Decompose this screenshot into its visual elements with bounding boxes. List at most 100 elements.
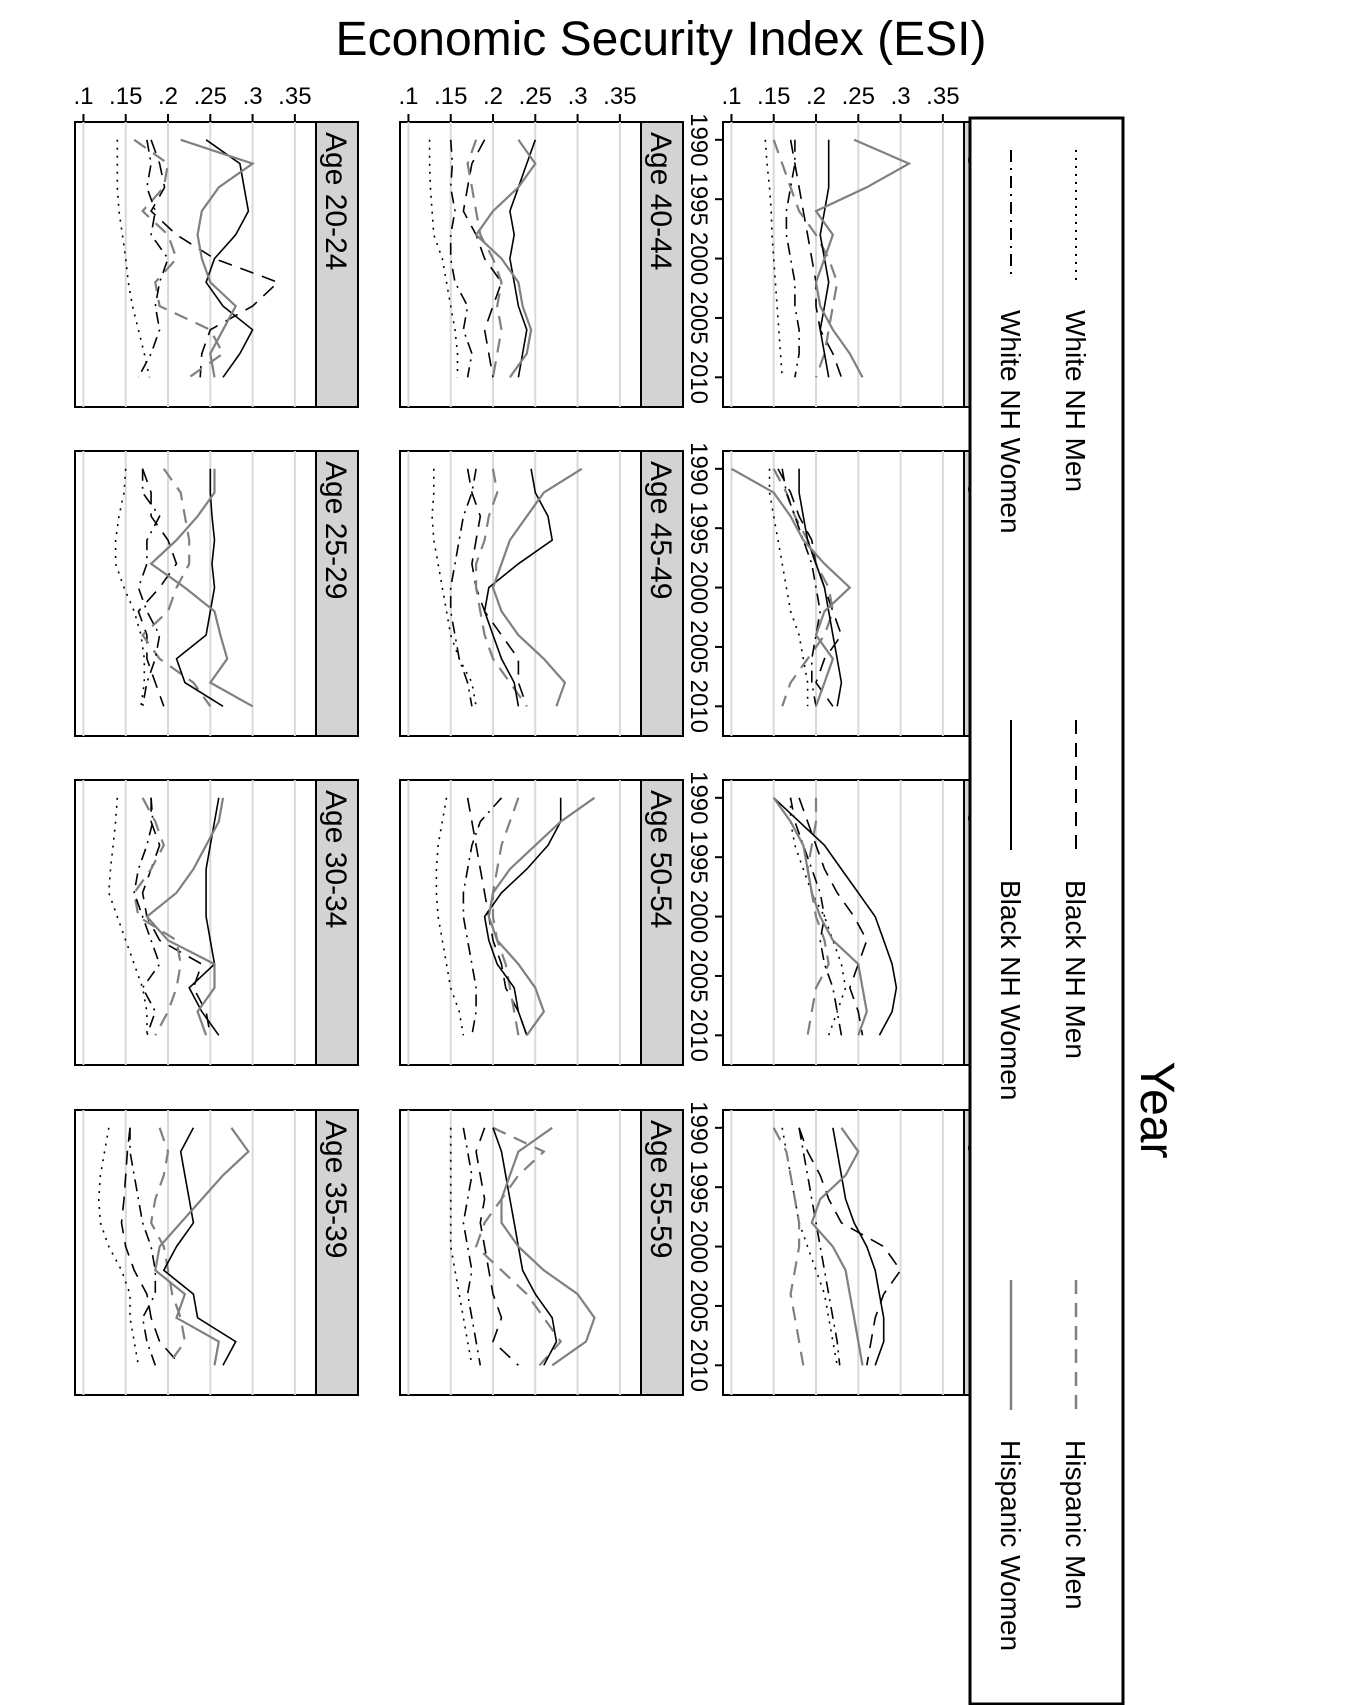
legend-label: Black NH Women: [995, 880, 1026, 1100]
y-tick-label: .3: [568, 83, 588, 110]
x-tick-label: 2005: [685, 949, 712, 1002]
panel-title: Age 45-49: [644, 461, 677, 599]
series-line: [500, 1126, 596, 1367]
y-tick-label: .1: [73, 83, 93, 110]
series-line: [180, 138, 256, 378]
x-axis-title: Year: [1130, 1062, 1183, 1159]
series-line: [154, 1127, 250, 1366]
panel: Age 50-54: [399, 779, 684, 1066]
series-line: [772, 139, 839, 378]
panel: Age 35-39: [74, 1109, 359, 1396]
series-line: [798, 1127, 841, 1366]
series-line: [474, 468, 528, 707]
series-line: [205, 139, 254, 378]
x-tick-label: 1990: [685, 771, 712, 824]
x-tick-label: 2005: [685, 1279, 712, 1332]
series-line: [162, 1127, 237, 1366]
series-line: [483, 468, 554, 707]
y-tick-label: .1: [721, 83, 741, 110]
panel: Age 70-7419901995200020052010: [685, 771, 1007, 1066]
panel: Age 30-34: [74, 779, 359, 1066]
series-line: [137, 468, 161, 707]
plot-area: [722, 1109, 965, 1396]
series-line: [462, 797, 503, 1036]
plot-area: [722, 779, 965, 1066]
panel: Age 55-59: [399, 1109, 684, 1396]
series-line: [474, 139, 537, 378]
legend-label: Black NH Men: [1060, 880, 1091, 1059]
plot-area: [399, 121, 642, 408]
y-tick-label: .25: [194, 83, 227, 110]
legend-label: Hispanic Women: [995, 1440, 1026, 1651]
y-tick-label: .2: [158, 83, 178, 110]
series-line: [97, 1127, 140, 1366]
x-tick-label: 1995: [685, 1160, 712, 1213]
series-line: [188, 797, 220, 1036]
series-line: [149, 1127, 187, 1366]
series-line: [435, 797, 465, 1036]
plot-area: [399, 1109, 642, 1396]
legend-label: White NH Women: [995, 310, 1026, 534]
series-line: [133, 797, 182, 1036]
panel-title: Age 35-39: [319, 1120, 352, 1258]
y-tick-label: .15: [109, 83, 142, 110]
plot-area: [722, 121, 965, 408]
series-line: [120, 1127, 182, 1366]
legend-label: White NH Men: [1060, 310, 1091, 492]
series-line: [789, 139, 843, 378]
x-tick-label: 1990: [685, 442, 712, 495]
series-line: [137, 139, 169, 378]
series-line: [806, 797, 830, 1036]
x-tick-label: 1995: [685, 172, 712, 225]
y-tick-label: .35: [926, 83, 959, 110]
panel: Age 65-6919901995200020052010: [685, 442, 1007, 737]
series-line: [789, 797, 847, 1036]
y-tick-label: .2: [483, 83, 503, 110]
series-line: [772, 468, 835, 707]
series-line: [141, 468, 212, 707]
y-tick-label: .3: [891, 83, 911, 110]
series-line: [466, 139, 503, 378]
plot-area: [74, 450, 317, 737]
panel-title: Age 20-24: [319, 132, 352, 270]
y-tick-label: .2: [806, 83, 826, 110]
series-line: [730, 467, 852, 707]
series-line: [107, 797, 148, 1036]
x-tick-label: 2010: [685, 1009, 712, 1062]
panel-title: Age 30-34: [319, 790, 352, 928]
panel: Age 60-64.1.15.2.25.3.351990199520002005…: [685, 83, 1007, 408]
y-tick-label: .25: [842, 83, 875, 110]
panel-title: Age 40-44: [644, 132, 677, 270]
y-tick-label: .25: [519, 83, 552, 110]
x-tick-label: 1990: [685, 113, 712, 166]
panel-title: Age 55-59: [644, 1120, 677, 1258]
series-line: [768, 468, 809, 707]
x-tick-label: 2000: [685, 232, 712, 285]
series-line: [814, 138, 912, 378]
series-line: [114, 468, 146, 707]
y-tick-label: .1: [398, 83, 418, 110]
series-line: [475, 1127, 519, 1366]
series-line: [149, 468, 254, 708]
series-line: [772, 797, 868, 1036]
y-axis-title: Economic Security Index (ESI): [336, 13, 987, 66]
legend: White NH Men Black NH Men Hispanic Men Whit…: [968, 116, 1125, 1705]
x-tick-label: 1990: [685, 1101, 712, 1154]
series-line: [483, 797, 562, 1036]
series-line: [509, 139, 537, 378]
series-line: [832, 1127, 885, 1366]
legend-label: Hispanic Men: [1060, 1440, 1091, 1610]
y-tick-label: .35: [603, 83, 636, 110]
panel-title: Age 25-29: [319, 461, 352, 599]
series-line: [462, 139, 503, 378]
x-tick-label: 2005: [685, 620, 712, 673]
x-tick-label: 1995: [685, 830, 712, 883]
series-line: [491, 467, 583, 707]
x-tick-label: 2005: [685, 291, 712, 344]
panel-grid: Age 20-24 .1 .15 .2 .25 .3 .35 Age 25-29 Age 30-…: [73, 83, 1007, 1396]
plot-area: [74, 1109, 317, 1396]
legend-box: [968, 116, 1125, 1705]
series-line: [175, 468, 224, 707]
